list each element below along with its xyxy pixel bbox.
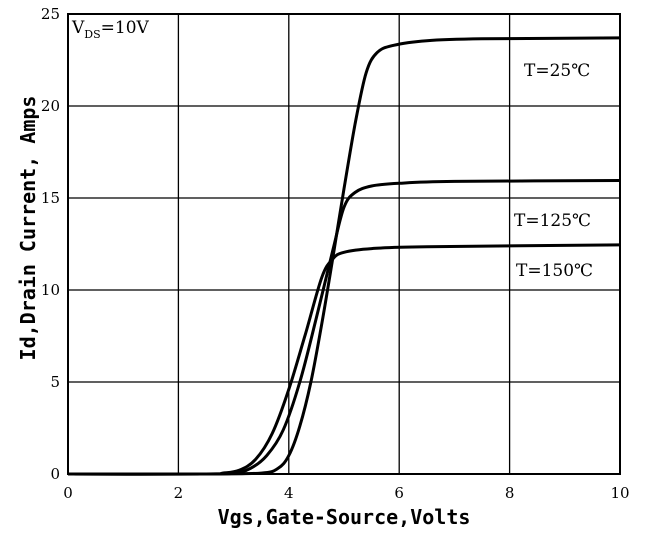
plot-frame	[67, 13, 621, 475]
y-axis-title: Id,Drain Current, Amps	[16, 96, 40, 361]
y-tick-label: 5	[50, 373, 60, 391]
y-tick-label: 15	[41, 189, 60, 207]
y-tick-label: 25	[41, 5, 60, 23]
curve-label-125c: T=125℃	[514, 211, 591, 231]
x-tick-label: 4	[284, 484, 294, 502]
y-tick-labels: 0 5 10 15 20 25	[41, 5, 60, 483]
plot-background	[68, 14, 620, 474]
y-tick-label: 10	[41, 281, 60, 299]
y-tick-label: 0	[50, 465, 60, 483]
condition-label-main: V	[71, 18, 85, 38]
curve-label-25c: T=25℃	[524, 61, 590, 81]
x-tick-labels: 0 2 4 6 8 10	[63, 484, 629, 502]
y-tick-label: 20	[41, 97, 60, 115]
curve-label-150c: T=150℃	[516, 261, 593, 281]
x-axis-title: Vgs,Gate-Source,Volts	[218, 505, 471, 529]
x-tick-label: 0	[63, 484, 73, 502]
condition-label-rest: =10V	[101, 18, 150, 38]
condition-label: VDS=10V	[71, 18, 150, 41]
x-tick-label: 10	[610, 484, 629, 502]
x-tick-label: 8	[505, 484, 515, 502]
x-tick-label: 2	[174, 484, 184, 502]
x-tick-label: 6	[394, 484, 404, 502]
condition-label-sub: DS	[84, 28, 100, 41]
